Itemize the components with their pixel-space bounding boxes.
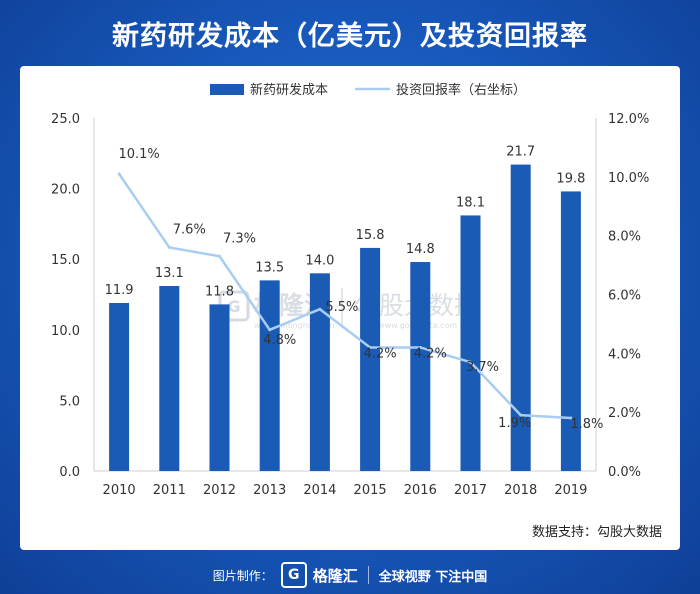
roi-data-label: 1.9%: [498, 416, 531, 431]
bar: [109, 302, 130, 471]
y-left-tick-label: 25.0: [51, 112, 80, 127]
roi-line: [118, 173, 571, 420]
bar-data-label: 21.7: [506, 145, 535, 160]
watermark-logo-letter: G: [227, 297, 240, 316]
bar-data-label: 18.1: [456, 195, 485, 210]
footer-divider: [367, 566, 369, 584]
x-tick-label: 2017: [454, 483, 487, 498]
bar-data-label: 13.5: [255, 260, 284, 275]
roi-point: [519, 413, 523, 417]
roi-data-label: 4.2%: [414, 346, 447, 361]
x-tick-label: 2010: [103, 483, 136, 498]
roi-point: [318, 307, 322, 311]
bar: [510, 164, 531, 471]
legend-line-label: 投资回报率（右坐标）: [396, 82, 526, 98]
bar: [309, 273, 330, 471]
bar-data-label: 11.9: [105, 283, 134, 298]
y-right-tick-label: 4.0%: [608, 347, 641, 362]
y-left-tick-label: 15.0: [51, 253, 80, 268]
x-tick-label: 2011: [153, 483, 186, 498]
bar: [410, 262, 431, 471]
y-left-tick-label: 20.0: [51, 183, 80, 198]
y-right-tick-label: 10.0%: [608, 171, 649, 186]
roi-point: [469, 360, 472, 364]
roi-point: [167, 245, 171, 249]
roi-data-label: 4.8%: [263, 333, 296, 348]
footer: 图片制作： G 格隆汇 全球视野 下注中国: [0, 560, 700, 590]
x-tick-label: 2016: [404, 483, 437, 498]
y-right-tick-label: 8.0%: [608, 230, 641, 245]
bar-data-label: 19.8: [556, 171, 585, 186]
y-left-tick-label: 5.0: [59, 394, 80, 409]
bar-data-label: 11.8: [205, 284, 234, 299]
roi-data-label: 7.6%: [173, 222, 206, 237]
legend-bar-label: 新药研发成本: [250, 82, 328, 98]
y-right-tick-label: 12.0%: [608, 112, 649, 127]
bar: [209, 304, 230, 471]
data-source: 数据支持：勾股大数据: [531, 525, 662, 540]
roi-data-label: 10.1%: [118, 147, 159, 162]
roi-point: [218, 254, 221, 258]
roi-data-label: 4.2%: [364, 346, 397, 361]
x-tick-label: 2018: [504, 483, 537, 498]
gelonghui-logo-icon: G: [280, 562, 307, 588]
footer-slogan: 全球视野 下注中国: [378, 569, 488, 585]
roi-point: [117, 172, 121, 176]
roi-data-label: 3.7%: [466, 360, 499, 375]
bar-data-label: 14.8: [406, 242, 435, 257]
y-right-tick-label: 6.0%: [608, 289, 641, 304]
page-title: 新药研发成本（亿美元）及投资回报率: [112, 21, 588, 52]
y-right-tick-label: 0.0%: [608, 465, 641, 480]
bar-data-label: 14.0: [305, 253, 334, 268]
watermark-brand-url: www.gelonghui.com: [254, 321, 335, 330]
bar: [159, 286, 180, 471]
y-left-tick-label: 0.0: [59, 465, 80, 480]
bar-data-label: 15.8: [356, 228, 385, 243]
x-tick-label: 2013: [253, 483, 286, 498]
x-tick-label: 2019: [554, 483, 587, 498]
x-tick-label: 2012: [203, 483, 236, 498]
roi-point: [268, 328, 272, 332]
footer-made-by: 图片制作：: [212, 568, 273, 583]
roi-point: [569, 416, 573, 420]
roi-data-label: 5.5%: [325, 300, 358, 315]
roi-point: [368, 345, 372, 349]
y-right-tick-label: 2.0%: [608, 406, 641, 421]
roi-data-label: 7.3%: [223, 231, 256, 246]
footer-brand: 格隆汇: [312, 566, 358, 585]
x-tick-label: 2015: [354, 483, 387, 498]
roi-data-label: 1.8%: [570, 417, 603, 432]
bar-data-label: 13.1: [155, 266, 184, 281]
bar: [259, 280, 280, 471]
x-tick-label: 2014: [303, 483, 336, 498]
legend-bar-swatch: [210, 84, 244, 95]
chart: G格隆汇www.gelonghui.com勾股大数据www.gogudata.c…: [51, 82, 649, 498]
chart-card: G格隆汇www.gelonghui.com勾股大数据www.gogudata.c…: [20, 66, 680, 550]
bar: [460, 215, 481, 471]
bar: [560, 191, 581, 471]
bar: [360, 247, 381, 471]
roi-point: [418, 345, 422, 349]
y-left-tick-label: 10.0: [51, 324, 80, 339]
